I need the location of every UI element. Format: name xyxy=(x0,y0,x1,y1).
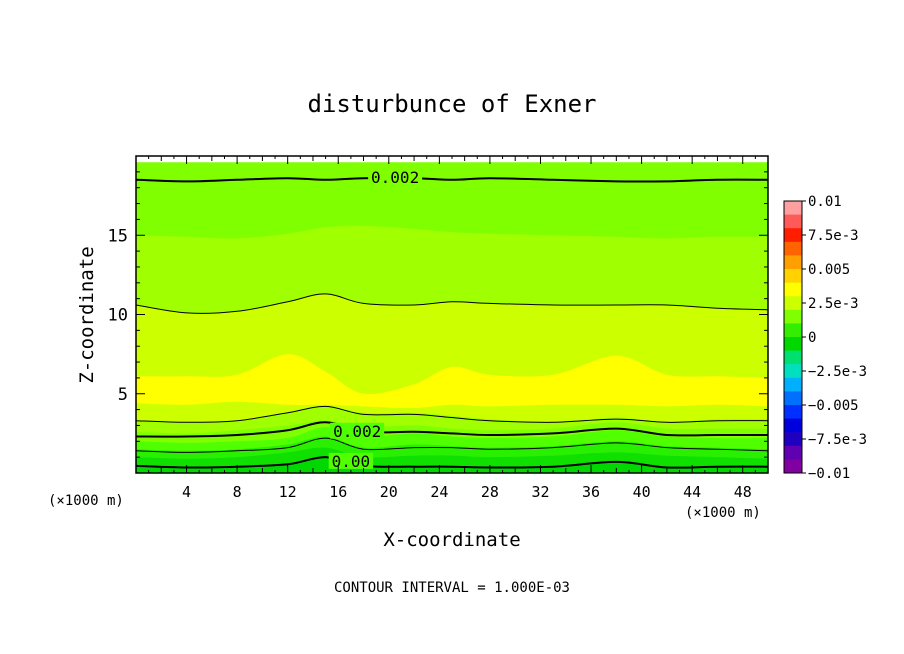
x-tick-label: 36 xyxy=(582,483,600,501)
x-tick-label: 4 xyxy=(182,483,191,501)
x-unit-label-left: (×1000 m) xyxy=(48,493,124,509)
colorbar-label: 0.005 xyxy=(808,262,850,278)
colorbar-label: −7.5e-3 xyxy=(808,432,867,448)
contour-line-0 xyxy=(135,176,769,183)
y-tick-label: 15 xyxy=(108,226,128,246)
contour-line-5 xyxy=(135,456,769,469)
x-axis: 4 8 12 16 20 24 28 32 36 40 44 48 xyxy=(148,156,756,501)
contour-line-1 xyxy=(135,293,769,314)
colorbar-label: 2.5e-3 xyxy=(808,296,859,312)
contour-label-layer: 0.002 0.002 0.00 xyxy=(328,168,423,471)
colorbar-swatch xyxy=(784,405,802,420)
colorbar-swatch xyxy=(784,377,802,392)
contour-line-2 xyxy=(135,405,769,423)
colorbar-label: 7.5e-3 xyxy=(808,228,859,244)
contour-label-bg-0 xyxy=(368,169,423,186)
colorbar-swatch xyxy=(784,391,802,406)
y-tick-label: 5 xyxy=(118,385,128,405)
colorbar-label: −0.005 xyxy=(808,398,859,414)
y-tick-label: 10 xyxy=(108,306,128,326)
colorbar-swatch xyxy=(784,282,802,297)
contour-label-0: 0.002 xyxy=(371,168,419,187)
colorbar-swatch xyxy=(784,214,802,229)
colorbar-swatch xyxy=(784,350,802,365)
plot-area: 0.002 0.002 0.00 xyxy=(135,155,769,474)
x-axis-label: X-coordinate xyxy=(383,529,520,551)
x-tick-label: 48 xyxy=(734,483,752,501)
contour-label-1: 0.002 xyxy=(333,422,381,441)
colorbar-swatch xyxy=(784,269,802,284)
contour-label-2: 0.00 xyxy=(332,452,371,471)
colorbar-swatch xyxy=(784,241,802,256)
colorbar-swatch xyxy=(784,418,802,433)
colorbar-label: −2.5e-3 xyxy=(808,364,867,380)
chart-title: disturbunce of Exner xyxy=(308,90,597,118)
y-axis: 5 10 15 xyxy=(108,171,768,458)
contour-interval-note: CONTOUR INTERVAL = 1.000E-03 xyxy=(334,580,570,596)
contour-line-3 xyxy=(135,421,768,438)
contour-line-4 xyxy=(135,437,769,453)
contour-label-bg-2 xyxy=(328,452,374,469)
x-tick-label: 32 xyxy=(531,483,549,501)
colorbar-swatch xyxy=(784,337,802,352)
contour-label-bg-1 xyxy=(330,422,385,439)
contour-band-10 xyxy=(136,457,768,473)
x-tick-label: 20 xyxy=(380,483,398,501)
x-tick-label: 24 xyxy=(430,483,448,501)
colorbar-label: 0.01 xyxy=(808,194,842,210)
colorbar-label: 0 xyxy=(808,330,816,346)
colorbar-swatch xyxy=(784,459,802,474)
colorbar-swatch xyxy=(784,296,802,311)
colorbar-swatch xyxy=(784,445,802,460)
colorbar-swatch xyxy=(784,255,802,270)
colorbar-swatch xyxy=(784,432,802,447)
x-tick-label: 40 xyxy=(633,483,651,501)
x-tick-label: 28 xyxy=(481,483,499,501)
colorbar: 0.01 7.5e-3 0.005 2.5e-3 0 −2.5e-3 −0.005 −7.5e… xyxy=(783,194,867,482)
colorbar-swatch xyxy=(784,309,802,324)
colorbar-swatch xyxy=(784,364,802,379)
x-tick-label: 12 xyxy=(279,483,297,501)
x-tick-label: 44 xyxy=(683,483,701,501)
x-tick-label: 8 xyxy=(233,483,242,501)
colorbar-swatch xyxy=(784,228,802,243)
x-unit-label-right: (×1000 m) xyxy=(685,505,761,521)
contour-fill-layer xyxy=(136,162,768,474)
contour-line-layer xyxy=(135,176,769,469)
y-axis-label: Z-coordinate xyxy=(76,246,98,383)
colorbar-swatch xyxy=(784,201,802,216)
x-tick-label: 16 xyxy=(329,483,347,501)
colorbar-label: −0.01 xyxy=(808,466,850,482)
colorbar-swatch xyxy=(784,323,802,338)
